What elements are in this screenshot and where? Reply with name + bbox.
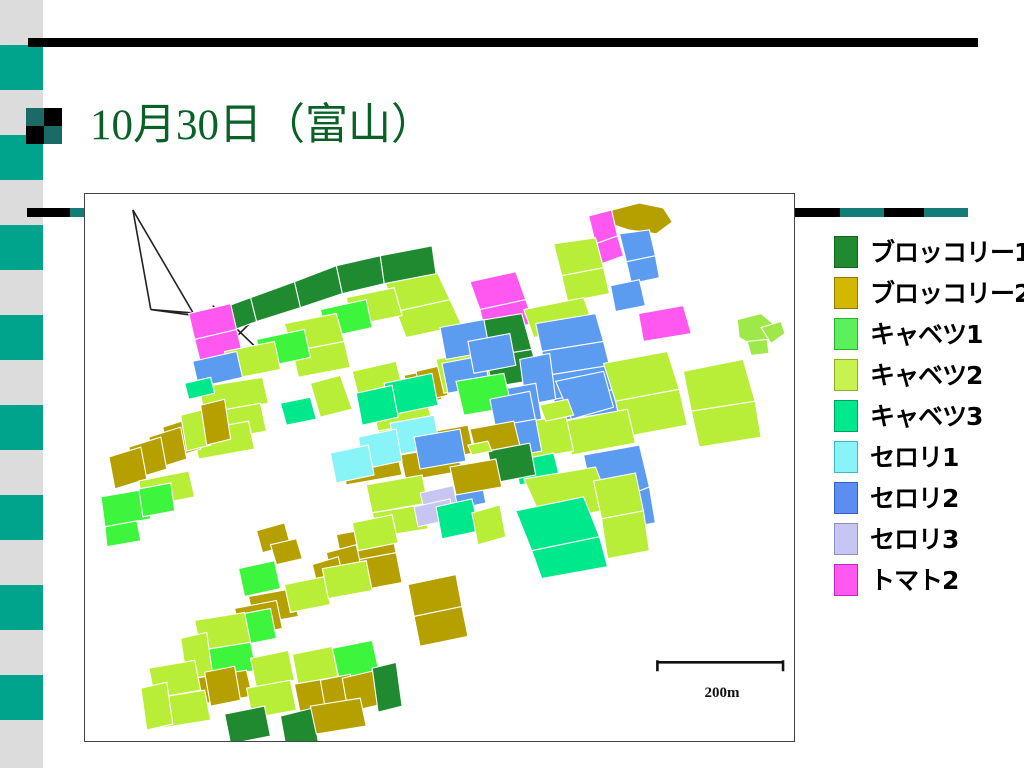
mid-rule-right-seg-0 — [795, 208, 840, 217]
sidebar-block-7 — [0, 675, 43, 720]
sidebar-block-6 — [0, 585, 43, 630]
map-legend: ブロッコリー1 ブロッコリー2 キャベツ1 キャベツ2 キャベツ3 セロリ1 セロリ2 セロリ… — [834, 234, 1024, 603]
legend-item-label: ブロッコリー2 — [870, 279, 1024, 308]
parcel — [104, 520, 142, 548]
parcel — [335, 255, 385, 295]
parcel — [449, 458, 503, 496]
parcel — [283, 575, 331, 614]
legend-item-8[interactable]: トマト2 — [834, 562, 1024, 603]
parcel — [538, 398, 575, 422]
mid-divider-rule-right — [795, 208, 968, 217]
parcel — [625, 255, 661, 285]
legend-item-label: キャベツ3 — [870, 402, 983, 431]
parcel — [371, 661, 403, 713]
parcel — [560, 267, 611, 303]
parcel — [200, 398, 232, 446]
parcel — [329, 444, 375, 484]
legend-item-label: セロリ3 — [870, 525, 959, 554]
mid-rule-right-seg-3 — [924, 208, 968, 217]
legend-item-6[interactable]: セロリ2 — [834, 480, 1024, 521]
legend-item-label: トマト2 — [870, 566, 959, 595]
bullet-quadrant-br — [44, 126, 62, 144]
legend-swatch-icon — [834, 523, 858, 555]
legend-item-4[interactable]: キャベツ3 — [834, 398, 1024, 439]
map-frame: 200m — [84, 193, 795, 742]
parcel — [249, 649, 296, 689]
parcel — [204, 665, 242, 707]
legend-item-label: セロリ1 — [870, 443, 959, 472]
legend-swatch-icon — [834, 441, 858, 473]
parcel — [249, 280, 302, 323]
field-parcel-map — [100, 202, 786, 741]
parcel — [690, 400, 762, 448]
parcel — [321, 560, 373, 600]
legend-swatch-icon — [834, 482, 858, 514]
mid-divider-rule-left — [27, 208, 85, 217]
mid-rule-left-seg-1 — [70, 208, 85, 217]
sidebar-block-0 — [0, 45, 43, 90]
legend-item-5[interactable]: セロリ1 — [834, 439, 1024, 480]
legend-swatch-icon — [834, 318, 858, 350]
legend-item-3[interactable]: キャベツ2 — [834, 357, 1024, 398]
parcel — [609, 279, 647, 313]
legend-item-label: セロリ2 — [870, 484, 959, 513]
parcel — [467, 440, 493, 456]
parcel — [351, 514, 399, 552]
parcel — [600, 510, 651, 560]
sidebar-block-3 — [0, 315, 43, 360]
scale-bar — [656, 660, 785, 672]
parcel — [760, 320, 786, 345]
parcel — [223, 705, 272, 741]
mid-rule-left-seg-0 — [27, 208, 70, 217]
parcel — [100, 488, 152, 528]
legend-swatch-icon — [834, 277, 858, 309]
sidebar-block-5 — [0, 495, 43, 540]
parcel — [413, 605, 469, 647]
sidebar-block-2 — [0, 225, 43, 270]
top-divider-rule — [28, 38, 978, 47]
parcel — [531, 536, 609, 580]
sidebar-block-4 — [0, 405, 43, 450]
legend-item-7[interactable]: セロリ3 — [834, 521, 1024, 562]
bullet-quadrant-bl — [26, 126, 44, 144]
legend-swatch-icon — [834, 400, 858, 432]
legend-swatch-icon — [834, 359, 858, 391]
title-bullet-icon — [26, 108, 62, 144]
parcel — [413, 428, 467, 470]
parcel — [467, 332, 517, 374]
parcel — [471, 504, 507, 546]
bullet-quadrant-tl — [26, 108, 44, 126]
parcel — [138, 482, 176, 518]
parcel — [237, 560, 282, 598]
legend-item-2[interactable]: キャベツ1 — [834, 316, 1024, 357]
legend-swatch-icon — [834, 236, 858, 268]
mid-rule-right-seg-2 — [884, 208, 924, 217]
parcel — [355, 384, 399, 426]
parcel — [309, 697, 367, 735]
scale-bar-label-wrap: 200m — [657, 676, 787, 702]
mid-rule-right-seg-1 — [840, 208, 884, 217]
legend-item-label: キャベツ1 — [870, 320, 983, 349]
parcel — [269, 538, 304, 566]
parcel — [279, 707, 319, 741]
legend-swatch-icon — [834, 564, 858, 596]
parcel — [184, 376, 216, 400]
page-title: 10月30日（富山） — [90, 102, 434, 149]
parcel — [309, 374, 353, 418]
legend-item-label: キャベツ2 — [870, 361, 983, 390]
legend-item-label: ブロッコリー1 — [870, 238, 1024, 267]
parcel — [279, 396, 318, 426]
bullet-quadrant-tr — [44, 108, 62, 126]
parcel — [746, 338, 770, 357]
parcel — [293, 264, 343, 309]
scale-bar-label: 200m — [704, 685, 740, 701]
parcel — [140, 681, 174, 731]
legend-item-1[interactable]: ブロッコリー2 — [834, 275, 1024, 316]
parcel — [637, 304, 692, 343]
legend-item-0[interactable]: ブロッコリー1 — [834, 234, 1024, 275]
